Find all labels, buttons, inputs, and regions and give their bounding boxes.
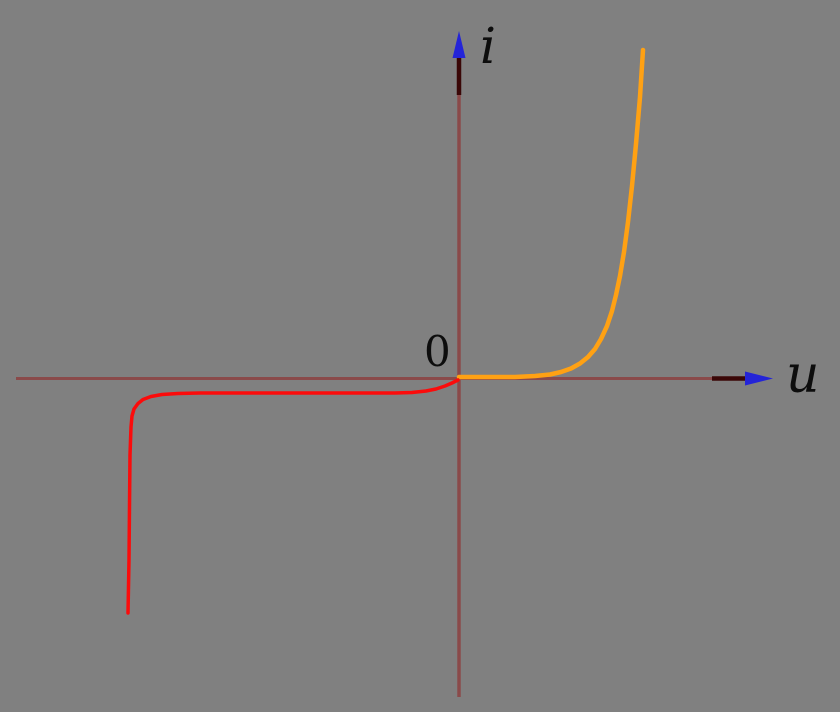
- reverse-current-curve: [126, 378, 460, 615]
- x-axis-label: u: [786, 345, 820, 405]
- x-axis-arrowhead-icon: [745, 371, 773, 386]
- y-axis-arrowhead-icon: [452, 31, 466, 58]
- origin-label: 0: [424, 327, 451, 376]
- forward-current-curve: [456, 47, 646, 380]
- y-axis-label: i: [480, 17, 496, 75]
